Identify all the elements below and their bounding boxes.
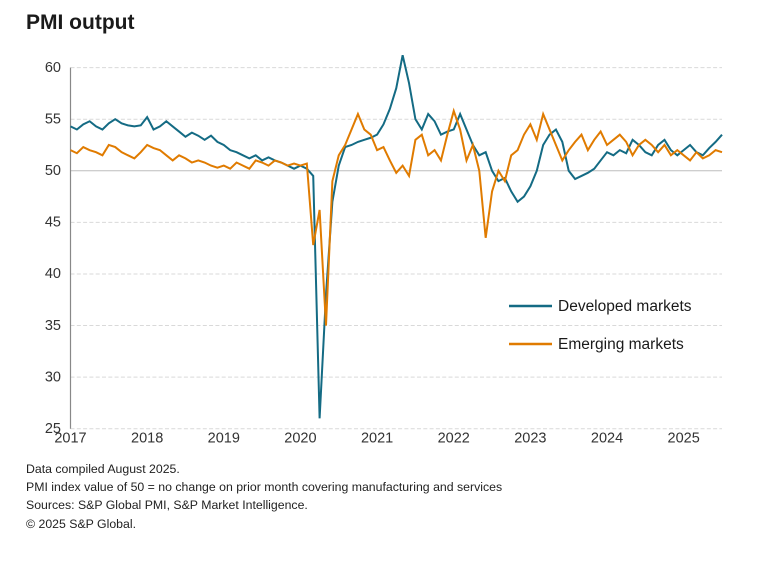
- svg-text:50: 50: [45, 163, 61, 179]
- svg-text:30: 30: [45, 369, 61, 385]
- svg-text:2023: 2023: [514, 431, 546, 447]
- svg-text:Developed markets: Developed markets: [558, 298, 692, 315]
- svg-text:2025: 2025: [668, 431, 700, 447]
- svg-text:60: 60: [45, 60, 61, 76]
- svg-text:2020: 2020: [284, 431, 316, 447]
- svg-text:2019: 2019: [208, 431, 240, 447]
- svg-text:2022: 2022: [438, 431, 470, 447]
- svg-text:55: 55: [45, 111, 61, 127]
- svg-text:2018: 2018: [131, 431, 163, 447]
- svg-text:45: 45: [45, 215, 61, 231]
- svg-text:2017: 2017: [54, 431, 86, 447]
- svg-text:40: 40: [45, 266, 61, 282]
- svg-text:2024: 2024: [591, 431, 623, 447]
- svg-text:35: 35: [45, 318, 61, 334]
- svg-text:2021: 2021: [361, 431, 393, 447]
- svg-text:Emerging markets: Emerging markets: [558, 336, 684, 353]
